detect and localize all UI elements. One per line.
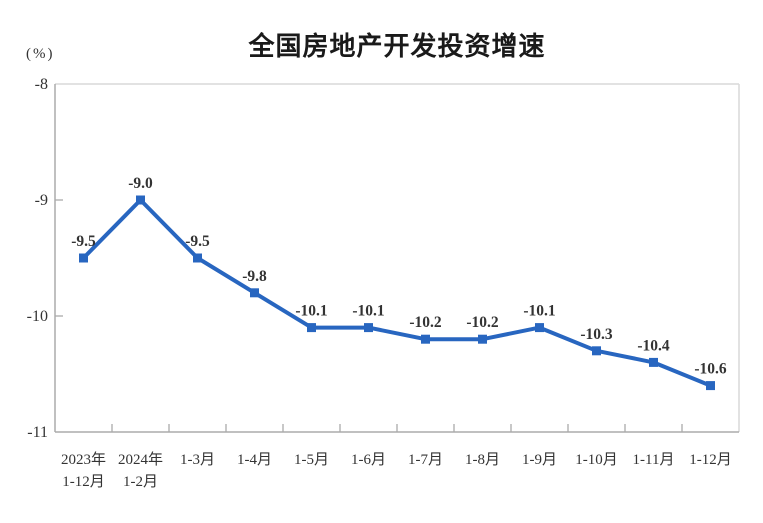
chart-title: 全国房地产开发投资增速 <box>248 31 546 61</box>
x-axis-category-label: 1-12月 <box>689 452 732 468</box>
x-axis-category-label: 1-2月 <box>123 474 158 490</box>
x-axis-category-label: 2023年 <box>61 451 106 468</box>
data-point-marker <box>649 357 658 367</box>
x-axis-category-label: 1-5月 <box>294 452 329 468</box>
data-point-marker <box>193 253 202 263</box>
data-point-marker <box>478 334 487 344</box>
x-axis-category-label: 1-11月 <box>633 452 675 468</box>
data-point-label: -10.2 <box>409 314 442 331</box>
data-point-label: -9.5 <box>71 233 96 250</box>
x-axis-category-label: 1-9月 <box>522 452 557 468</box>
y-axis-tick-label: -10 <box>27 308 48 325</box>
data-point-marker <box>535 323 544 333</box>
data-point-marker <box>136 195 145 205</box>
data-point-label: -10.1 <box>295 303 327 320</box>
data-point-label: -10.6 <box>694 361 727 378</box>
y-axis-tick-label: -11 <box>27 424 48 441</box>
data-point-label: -10.1 <box>523 303 555 320</box>
y-axis-tick-label: -9 <box>35 192 48 209</box>
data-point-marker <box>592 346 601 356</box>
data-point-marker <box>79 253 88 263</box>
data-point-label: -10.1 <box>352 303 384 320</box>
data-point-marker <box>706 381 715 391</box>
data-point-marker <box>421 334 430 344</box>
data-point-label: -10.3 <box>580 326 613 343</box>
y-axis-tick-label: -8 <box>35 76 48 93</box>
data-point-marker <box>250 288 259 298</box>
x-axis-category-label: 2024年 <box>118 451 163 468</box>
data-point-marker <box>364 323 373 333</box>
data-point-label: -9.8 <box>242 268 267 285</box>
data-point-label: -9.5 <box>185 233 210 250</box>
x-axis-category-label: 1-8月 <box>465 452 500 468</box>
x-axis-category-label: 1-10月 <box>575 452 618 468</box>
y-axis-unit-label: (%) <box>26 46 55 62</box>
x-axis-category-label: 1-4月 <box>237 452 272 468</box>
x-axis-category-label: 1-6月 <box>351 452 386 468</box>
x-axis-category-label: 1-3月 <box>180 452 215 468</box>
data-point-label: -9.0 <box>128 175 153 192</box>
data-point-marker <box>307 323 316 333</box>
series-line <box>81 198 713 388</box>
x-axis-category-label: 1-12月 <box>62 474 105 490</box>
data-point-label: -10.2 <box>466 314 499 331</box>
data-point-label: -10.4 <box>637 337 670 354</box>
x-axis-category-label: 1-7月 <box>408 452 443 468</box>
